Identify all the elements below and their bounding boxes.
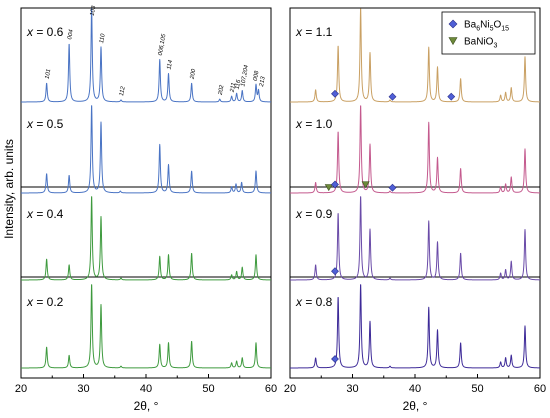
left-x-tick-label: 40 <box>140 383 152 395</box>
hkl-label-004: 004 <box>67 29 75 41</box>
right-x-tick-label: 60 <box>534 383 546 395</box>
left-x-tick-label: 50 <box>202 383 214 395</box>
phase-marker-diamond <box>331 89 339 98</box>
composition-label-x-0-5: x = 0.5 <box>26 117 64 131</box>
left-panel: x = 0.6 x = 0.5 x = 0.4 x = 0.2 20 30 40 50 60 2θ… <box>15 5 277 413</box>
pattern-line-x-0-5 <box>20 105 272 194</box>
phase-marker-triangle <box>361 181 370 189</box>
legend-label-1: BaNiO3 <box>464 37 497 50</box>
hkl-label-211: 211 <box>230 82 238 93</box>
hkl-label-006-105: 006,105 <box>158 33 168 56</box>
y-axis-label: Intensity, arb. units <box>2 139 16 239</box>
hkl-label-112: 112 <box>119 85 127 96</box>
left-x-tick-label: 60 <box>265 383 277 395</box>
pattern-line-x-1-1 <box>289 8 541 103</box>
legend-box <box>441 11 536 55</box>
pattern-line-x-0-4 <box>20 196 272 281</box>
phase-marker-diamond <box>331 180 339 189</box>
left-x-axis-label: 2θ, ° <box>134 399 159 413</box>
pattern-line-x-1-0 <box>289 105 541 194</box>
hkl-label-202: 202 <box>218 84 226 97</box>
hkl-label-200: 200 <box>190 68 198 81</box>
right-x-tick-label: 30 <box>346 383 358 395</box>
phase-marker-triangle <box>324 184 333 192</box>
hkl-label-103: 103 <box>90 5 98 17</box>
left-x-tick-label: 30 <box>77 383 89 395</box>
phase-marker-diamond <box>331 267 339 276</box>
pattern-line-x-0-6 <box>20 8 272 103</box>
hkl-label-114: 114 <box>167 59 175 70</box>
composition-label-x-1-1: x = 1.1 <box>295 25 333 39</box>
composition-label-x-0-2: x = 0.2 <box>26 295 64 309</box>
composition-label-x-1-0: x = 1.0 <box>295 117 333 131</box>
phase-marker-diamond <box>331 355 339 363</box>
composition-label-x-0-4: x = 0.4 <box>26 207 64 221</box>
hkl-label-008: 008 <box>253 70 261 82</box>
pattern-line-x-0-8 <box>289 284 541 369</box>
legend-triangle-icon <box>448 37 458 46</box>
left-x-tick-label: 20 <box>15 383 27 395</box>
right-x-axis-label: 2θ, ° <box>403 399 428 413</box>
right-x-tick-label: 50 <box>471 383 483 395</box>
pattern-line-x-0-9 <box>289 196 541 281</box>
pattern-line-x-0-2 <box>20 284 272 369</box>
hkl-label-101: 101 <box>45 69 53 80</box>
right-x-tick-label: 40 <box>409 383 421 395</box>
composition-label-x-0-9: x = 0.9 <box>295 207 333 221</box>
legend-label-0: Ba6Ni5O15 <box>464 20 509 33</box>
right-panel: x = 1.1 x = 1.0 x = 0.9 x = 0.8 20 30 40 50 60 2θ… <box>284 7 546 413</box>
legend-diamond-icon <box>448 19 458 29</box>
composition-label-x-0-8: x = 0.8 <box>295 295 333 309</box>
phase-marker-diamond <box>388 92 397 101</box>
hkl-label-110: 110 <box>99 33 107 44</box>
composition-label-x-0-6: x = 0.6 <box>26 25 64 39</box>
phase-marker-diamond <box>388 183 397 192</box>
hkl-label-116: 116 <box>235 79 243 90</box>
right-x-tick-label: 20 <box>284 383 296 395</box>
hkl-label-107-204: 107,204 <box>240 64 250 87</box>
hkl-label-213: 213 <box>259 76 267 89</box>
phase-marker-diamond <box>447 92 456 101</box>
legend: Ba6Ni5O15 BaNiO3 <box>441 11 536 55</box>
